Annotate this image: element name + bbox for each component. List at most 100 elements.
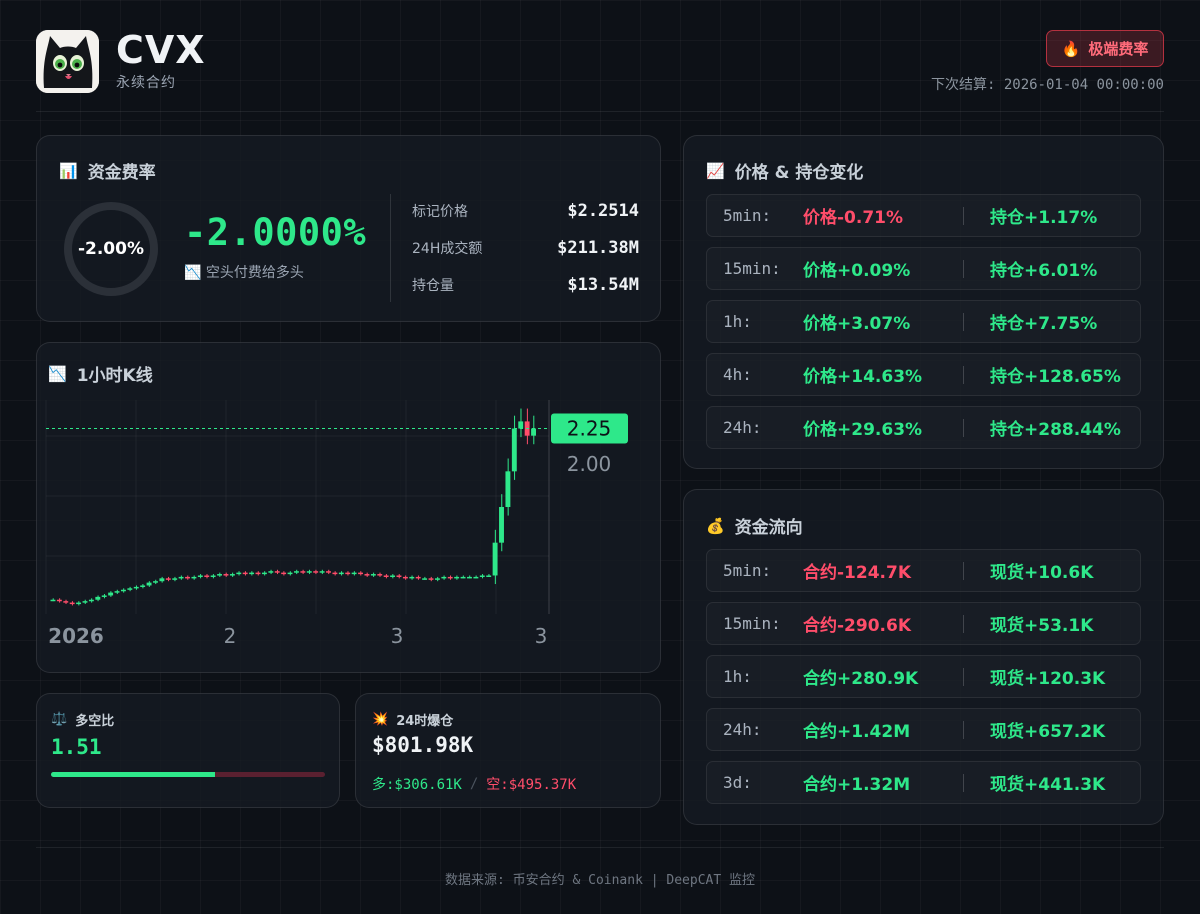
candle — [236, 571, 242, 576]
current-price-tag — [551, 413, 628, 444]
row-separator — [963, 667, 964, 686]
row-separator — [963, 561, 964, 580]
candle — [76, 601, 82, 606]
fund-flow-row: 1h: 合约+280.9K 现货+120.3K — [706, 655, 1141, 698]
row-primary-value: 价格+14.63% — [803, 367, 923, 387]
candle — [396, 574, 402, 579]
candle — [191, 575, 197, 580]
candle — [351, 571, 357, 576]
candle — [140, 584, 146, 589]
candle — [370, 572, 376, 577]
next-settlement-time: 2026-01-04 00:00:00 — [1003, 77, 1164, 93]
next-settlement: 下次结算: 2026-01-04 00:00:00 — [931, 74, 1164, 94]
price-oi-row: 5min: 价格-0.71% 持仓+1.17% — [706, 194, 1141, 237]
next-settlement-label: 下次结算: — [930, 77, 996, 93]
price-oi-row: 24h: 价格+29.63% 持仓+288.44% — [706, 406, 1141, 449]
funding-separator — [390, 194, 391, 302]
row-secondary-value: 持仓+128.65% — [990, 367, 1121, 387]
candle — [300, 569, 306, 575]
row-secondary-value: 现货+53.1K — [990, 616, 1094, 636]
fund-flow-title-text: 资金流向 — [734, 518, 803, 538]
fund-flow-row: 3d: 合约+1.32M 现货+441.3K — [706, 761, 1141, 804]
candle — [159, 576, 165, 583]
candle — [345, 571, 351, 576]
candle — [479, 574, 485, 579]
row-primary-value: 价格+0.09% — [803, 261, 911, 281]
fund-flow-row: 24h: 合约+1.42M 现货+657.2K — [706, 708, 1141, 751]
row-separator — [963, 365, 964, 384]
candle — [127, 586, 133, 592]
row-primary-value: 价格+3.07% — [803, 314, 911, 334]
row-period-label: 1h: — [723, 667, 752, 686]
footer-source: 数据来源: 币安合约 & Coinank | DeepCAT 监控 — [444, 873, 755, 888]
brand: CVX 永续合约 — [116, 30, 206, 92]
footer-divider — [36, 847, 1164, 848]
candle — [428, 576, 434, 582]
badge-label: 极端费率 — [1088, 40, 1149, 58]
candle — [306, 569, 312, 575]
candle — [383, 574, 389, 579]
price-oi-row: 1h: 价格+3.07% 持仓+7.75% — [706, 300, 1141, 343]
stat-value: $2.2514 — [567, 201, 639, 221]
candle — [50, 598, 56, 602]
chart-down-icon: 📉 — [48, 364, 67, 383]
liquidation-total: $801.98K — [372, 733, 474, 757]
candle — [326, 569, 331, 575]
candle — [108, 591, 114, 597]
cat-logo — [36, 30, 99, 93]
row-secondary-value: 持仓+7.75% — [990, 314, 1098, 334]
price-oi-card — [683, 135, 1164, 469]
candle — [185, 575, 190, 580]
candle — [146, 581, 152, 587]
candle — [204, 574, 210, 579]
fund-flow-row: 5min: 合约-124.7K 现货+10.6K — [706, 549, 1141, 592]
funding-note-text: 空头付费给多头 — [205, 265, 304, 281]
candle — [88, 598, 94, 603]
row-period-label: 15min: — [723, 614, 781, 633]
candle — [56, 598, 62, 603]
row-secondary-value: 现货+441.3K — [990, 775, 1106, 795]
candle — [390, 574, 396, 579]
candle — [467, 575, 472, 579]
candle — [524, 408, 530, 445]
long-short-title-text: 多空比 — [75, 714, 115, 729]
liquidation-title: 💥 24时爆仓 — [372, 710, 453, 729]
candle — [133, 585, 139, 590]
long-short-value: 1.51 — [51, 735, 102, 759]
fund-flow-title: 💰 资金流向 — [706, 513, 803, 539]
row-separator — [963, 614, 964, 633]
row-separator — [963, 720, 964, 739]
price-oi-row: 15min: 价格+0.09% 持仓+6.01% — [706, 247, 1141, 290]
candle — [358, 571, 363, 576]
funding-title: 📊 资金费率 — [59, 158, 156, 184]
x-tick-label: 2026 — [48, 624, 104, 648]
candle — [153, 579, 158, 585]
balance-scale-icon: ⚖️ — [51, 712, 68, 727]
candle — [441, 575, 447, 580]
x-tick-label: 2 — [224, 624, 237, 648]
explosion-icon: 💥 — [372, 712, 389, 727]
long-short-bar — [51, 772, 325, 777]
candle — [114, 589, 120, 595]
candle — [223, 572, 229, 577]
candle — [172, 576, 178, 582]
stat-value: $13.54M — [567, 275, 639, 295]
long-short-bar-fill — [51, 772, 216, 777]
price-oi-row: 4h: 价格+14.63% 持仓+128.65% — [706, 353, 1141, 396]
funding-ring-label: -2.00% — [77, 239, 145, 259]
candle — [492, 529, 498, 585]
kline-card — [36, 342, 661, 673]
liquidation-title-text: 24时爆仓 — [396, 714, 454, 729]
stat-volume: 24H成交额 $211.38M — [412, 238, 639, 258]
candle — [281, 571, 287, 576]
candle — [454, 575, 460, 580]
row-primary-value: 合约+1.42M — [803, 722, 911, 742]
row-separator — [963, 312, 964, 331]
price-oi-title: 📈 价格 & 持仓变化 — [706, 158, 863, 184]
row-period-label: 24h: — [723, 720, 762, 739]
candle — [409, 575, 415, 580]
row-secondary-value: 持仓+1.17% — [990, 208, 1098, 228]
x-tick-label: 3 — [535, 624, 548, 648]
candle — [505, 458, 511, 516]
kline-chart[interactable]: 2.25 2.00 2026 2 3 3 — [44, 396, 654, 658]
